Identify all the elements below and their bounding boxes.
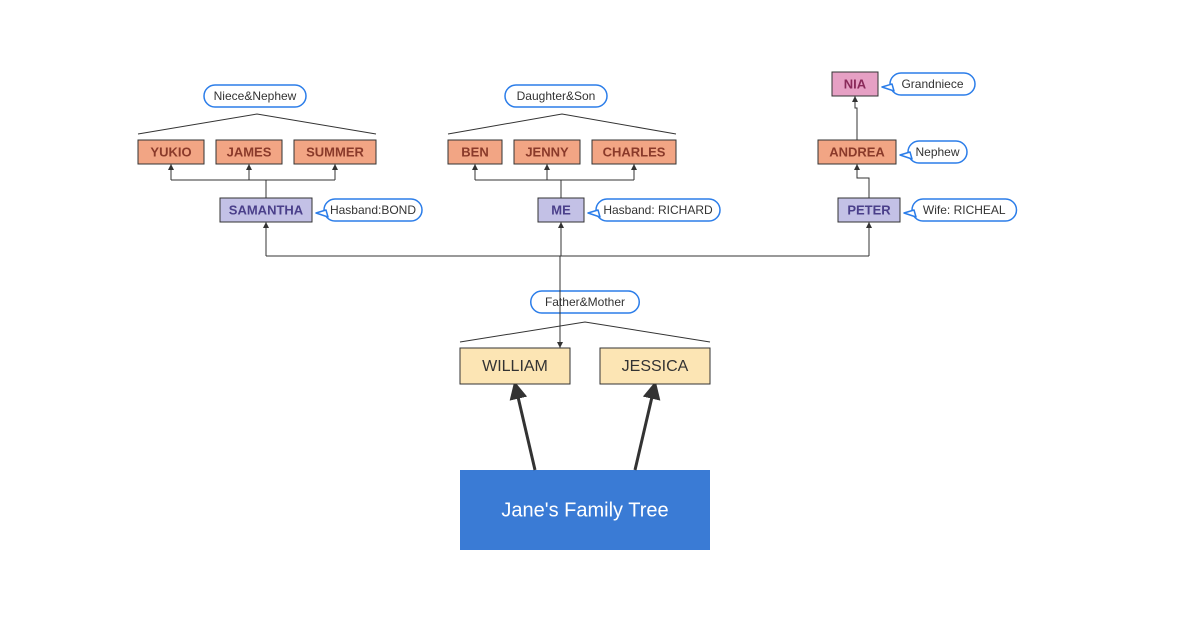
bubble-samantha-text: Hasband:BOND: [330, 203, 416, 217]
parents-label-text: Father&Mother: [545, 295, 625, 309]
sibling-peter-label: PETER: [847, 202, 891, 217]
child-summer-label: SUMMER: [306, 144, 364, 159]
bubble-andrea-text: Nephew: [915, 145, 959, 159]
sibling-samantha-label: SAMANTHA: [229, 202, 304, 217]
group-label-me-text: Daughter&Son: [517, 89, 596, 103]
root-label: Jane's Family Tree: [501, 499, 668, 521]
child-jenny-label: JENNY: [525, 144, 569, 159]
grand-nia-label: NIA: [844, 76, 867, 91]
sibling-me-label: ME: [551, 202, 571, 217]
bubble-me-text: Hasband: RICHARD: [603, 203, 713, 217]
child-charles-label: CHARLES: [603, 144, 666, 159]
child-andrea-label: ANDREA: [829, 144, 885, 159]
bubble-peter-text: Wife: RICHEAL: [923, 203, 1006, 217]
child-ben-label: BEN: [461, 144, 488, 159]
parent-william-label: WILLIAM: [482, 358, 548, 375]
group-label-samantha-text: Niece&Nephew: [214, 89, 297, 103]
child-james-label: JAMES: [227, 144, 272, 159]
bubble-nia-text: Grandniece: [901, 77, 963, 91]
parent-jessica-label: JESSICA: [622, 358, 689, 375]
family-tree-diagram: Jane's Family Tree Father&Mother WILLIAM JE…: [0, 0, 1200, 630]
child-yukio-label: YUKIO: [150, 144, 191, 159]
